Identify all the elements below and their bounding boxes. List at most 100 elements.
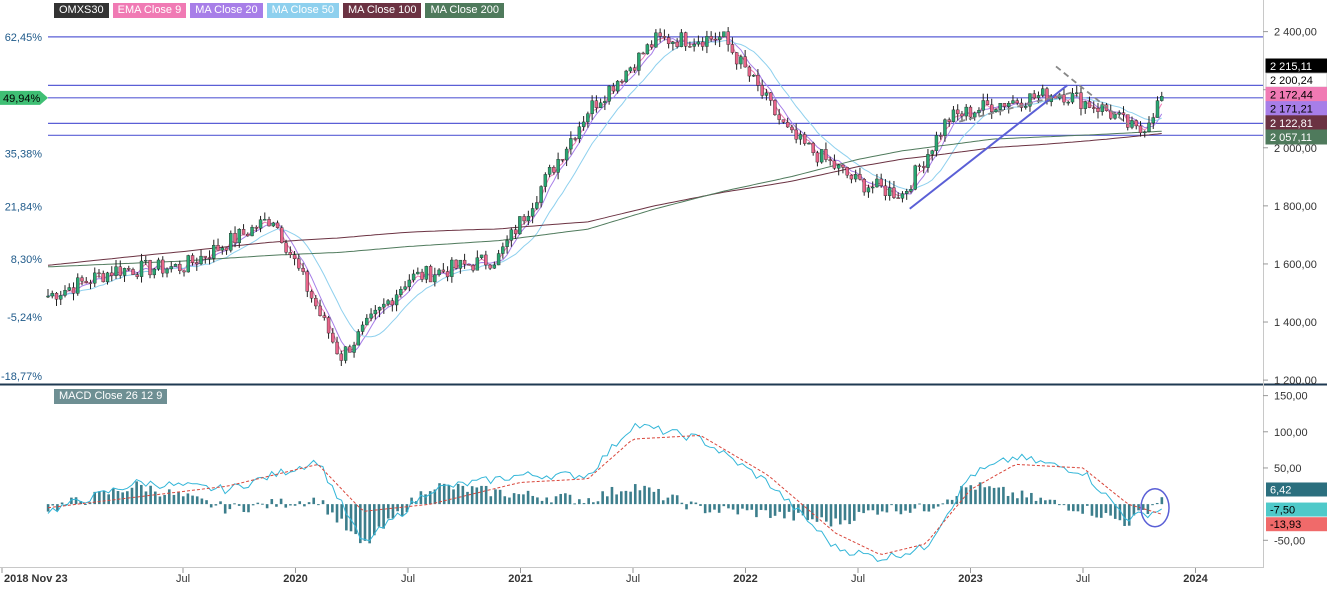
candle-body xyxy=(947,119,951,122)
macd-histogram-bar xyxy=(554,496,558,505)
macd-histogram-bar xyxy=(121,492,124,505)
candle-body xyxy=(301,268,305,272)
candle-body xyxy=(751,74,756,77)
candle-body xyxy=(892,187,896,198)
macd-badge-label: -13,93 xyxy=(1270,519,1301,531)
macd-histogram-bar xyxy=(1155,502,1159,505)
candle-body xyxy=(717,36,722,41)
macd-histogram-bar xyxy=(438,483,441,505)
macd-histogram-bar xyxy=(960,486,963,505)
macd-histogram-bar xyxy=(326,504,330,515)
macd-histogram-bar xyxy=(1127,504,1131,526)
macd-histogram-bar xyxy=(228,504,232,510)
candle-body xyxy=(377,306,382,311)
percent-tick-label: 62,45% xyxy=(5,32,43,44)
candle-body xyxy=(569,138,573,150)
macd-histogram-bar xyxy=(480,485,483,505)
candle-body xyxy=(811,142,815,154)
candle-body xyxy=(237,229,241,244)
macd-histogram-bar xyxy=(1016,498,1019,505)
candle-body xyxy=(267,219,271,227)
macd-histogram-bar xyxy=(536,497,539,505)
macd-histogram-bar xyxy=(624,490,628,505)
candle-body xyxy=(994,109,998,113)
time-tick-label: Jul xyxy=(626,573,640,585)
candle-body xyxy=(926,154,930,168)
candle-body xyxy=(339,353,344,361)
macd-histogram-bar xyxy=(354,504,357,535)
percent-tick-label: -5,24% xyxy=(7,312,42,324)
candle-body xyxy=(773,100,777,116)
macd-histogram-bar xyxy=(615,494,618,505)
macd-histogram-bar xyxy=(526,490,530,505)
macd-histogram-bar xyxy=(913,504,917,509)
legend-item[interactable]: MA Close 50 xyxy=(266,3,339,18)
macd-histogram-bar xyxy=(908,504,912,513)
candle-body xyxy=(186,255,190,273)
candle-body xyxy=(84,280,88,283)
macd-histogram-bar xyxy=(98,491,101,505)
candle-body xyxy=(305,271,310,292)
macd-histogram-bar xyxy=(713,504,716,510)
candle-body xyxy=(726,31,730,45)
candle-body xyxy=(530,208,535,217)
candle-body xyxy=(433,274,437,283)
legend-item[interactable]: MA Close 200 xyxy=(425,3,504,18)
macd-histogram-bar xyxy=(1123,504,1126,526)
candle-body xyxy=(590,100,594,114)
candle-body xyxy=(849,174,854,180)
macd-histogram-bar xyxy=(773,504,777,516)
macd-histogram-bar xyxy=(1099,504,1103,518)
legend-item[interactable]: MA Close 100 xyxy=(342,3,422,18)
macd-histogram-bar xyxy=(568,494,572,505)
macd-histogram-bar xyxy=(759,504,763,510)
candle-body xyxy=(352,344,356,353)
macd-histogram-bar xyxy=(703,504,707,514)
candle-body xyxy=(322,315,327,318)
candle-body xyxy=(705,36,709,47)
macd-histogram-bar xyxy=(811,504,814,520)
macd-histogram-bar xyxy=(284,504,288,508)
macd-histogram-bar xyxy=(335,504,339,523)
candle-body xyxy=(67,287,71,291)
candle-body xyxy=(1028,93,1032,107)
macd-histogram-bar xyxy=(405,504,409,513)
macd-histogram-bar xyxy=(223,504,227,514)
macd-histogram-bar xyxy=(382,504,385,529)
candle-body xyxy=(373,309,378,315)
candle-body xyxy=(450,259,454,277)
candle-body xyxy=(696,41,701,45)
candle-body xyxy=(454,259,458,269)
macd-histogram-bar xyxy=(349,504,353,532)
legend-item[interactable]: OMXS30 xyxy=(54,3,109,18)
candle-body xyxy=(956,109,960,115)
macd-histogram-bar xyxy=(242,504,246,512)
macd-histogram-bar xyxy=(400,504,404,517)
macd-histogram-bar xyxy=(130,487,134,505)
macd-histogram-bar xyxy=(801,504,805,516)
legend-item[interactable]: MA Close 20 xyxy=(190,3,263,18)
candle-body xyxy=(1121,112,1126,115)
macd-histogram-bar xyxy=(135,481,138,505)
candle-body xyxy=(386,300,390,305)
candle-body xyxy=(284,242,288,253)
macd-histogram-bar xyxy=(717,504,721,513)
macd-histogram-bar xyxy=(596,501,600,505)
candle-body xyxy=(807,142,811,145)
price-badge-label: 2 172,44 xyxy=(1270,89,1313,101)
candle-body xyxy=(624,70,628,83)
candle-body xyxy=(356,331,361,346)
candle-body xyxy=(815,152,820,163)
macd-histogram-bar xyxy=(839,504,842,525)
macd-histogram-bar xyxy=(769,504,772,518)
macd-histogram-bar xyxy=(852,504,856,521)
macd-histogram-bar xyxy=(708,504,712,513)
macd-histogram-bar xyxy=(517,494,521,505)
candle-body xyxy=(250,226,254,237)
candle-body xyxy=(781,119,786,123)
candle-body xyxy=(148,260,152,276)
legend-item[interactable]: EMA Close 9 xyxy=(112,3,187,18)
time-tick-label: 2020 xyxy=(283,573,307,585)
